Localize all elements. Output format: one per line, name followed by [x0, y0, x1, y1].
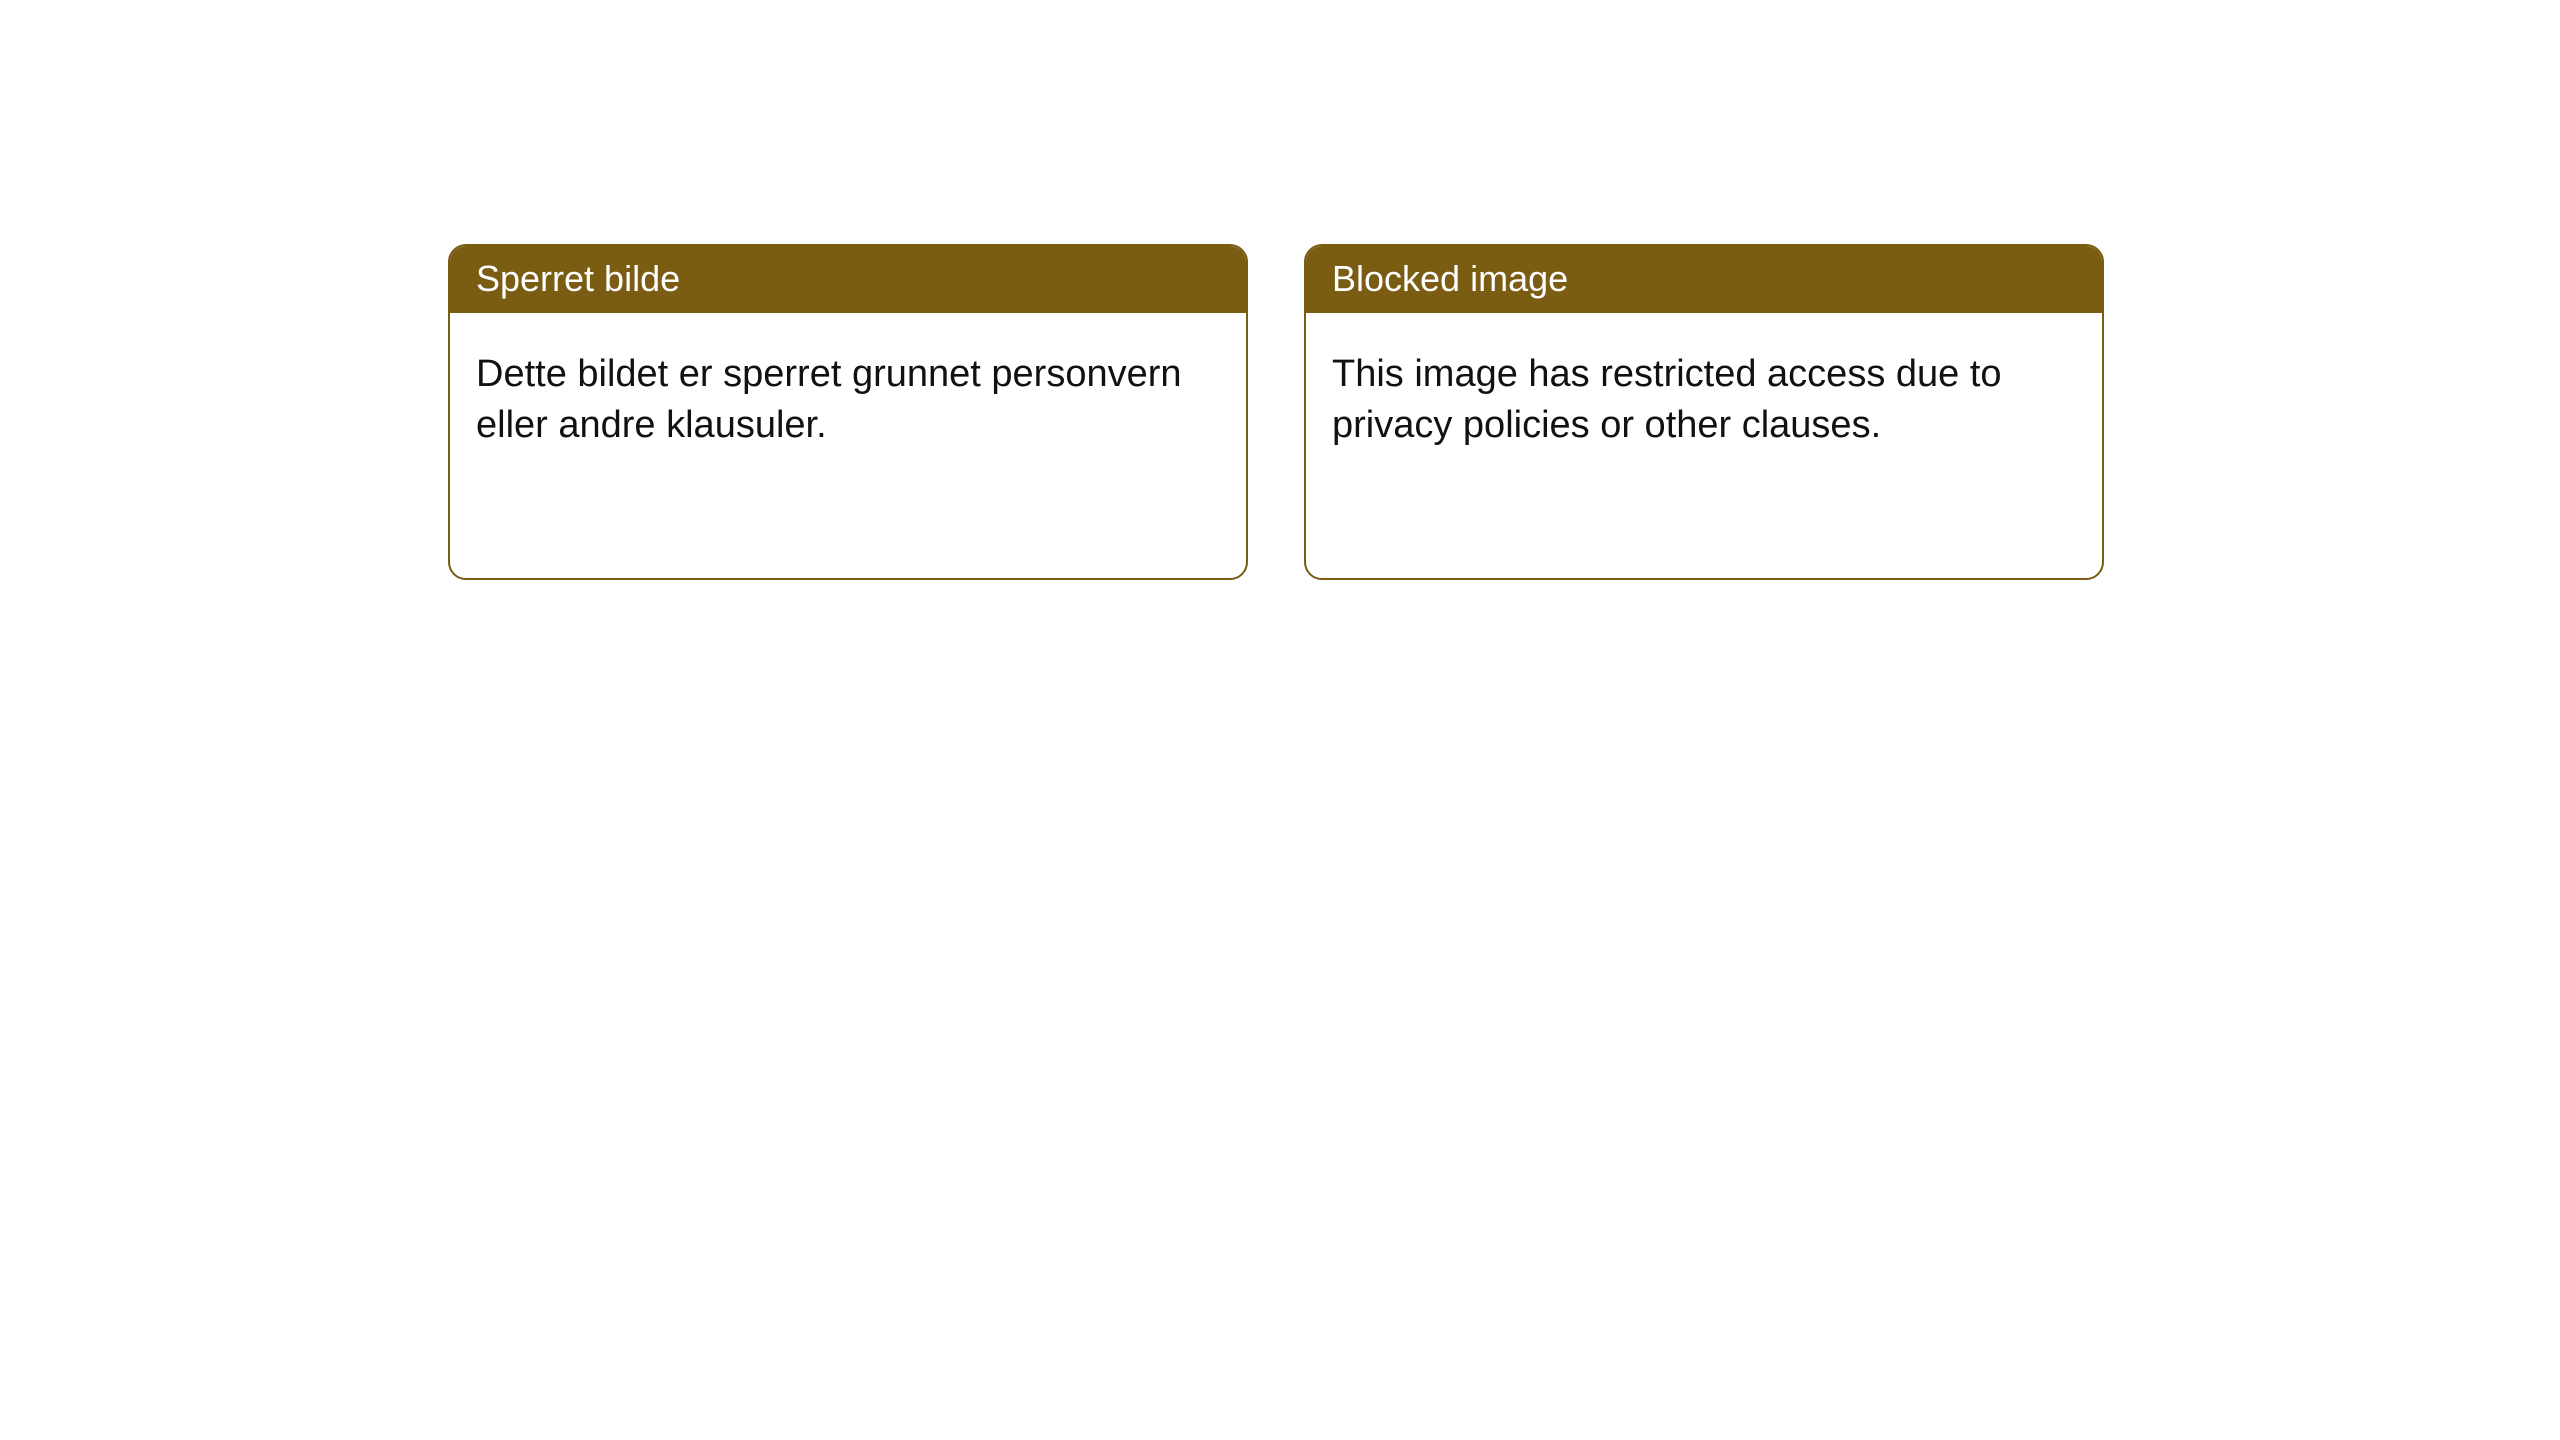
notice-card-norwegian: Sperret bilde Dette bildet er sperret gr… — [448, 244, 1248, 580]
notice-body: Dette bildet er sperret grunnet personve… — [450, 313, 1246, 488]
notice-header: Sperret bilde — [450, 246, 1246, 313]
notice-container: Sperret bilde Dette bildet er sperret gr… — [0, 0, 2560, 580]
notice-body: This image has restricted access due to … — [1306, 313, 2102, 488]
notice-header: Blocked image — [1306, 246, 2102, 313]
notice-card-english: Blocked image This image has restricted … — [1304, 244, 2104, 580]
